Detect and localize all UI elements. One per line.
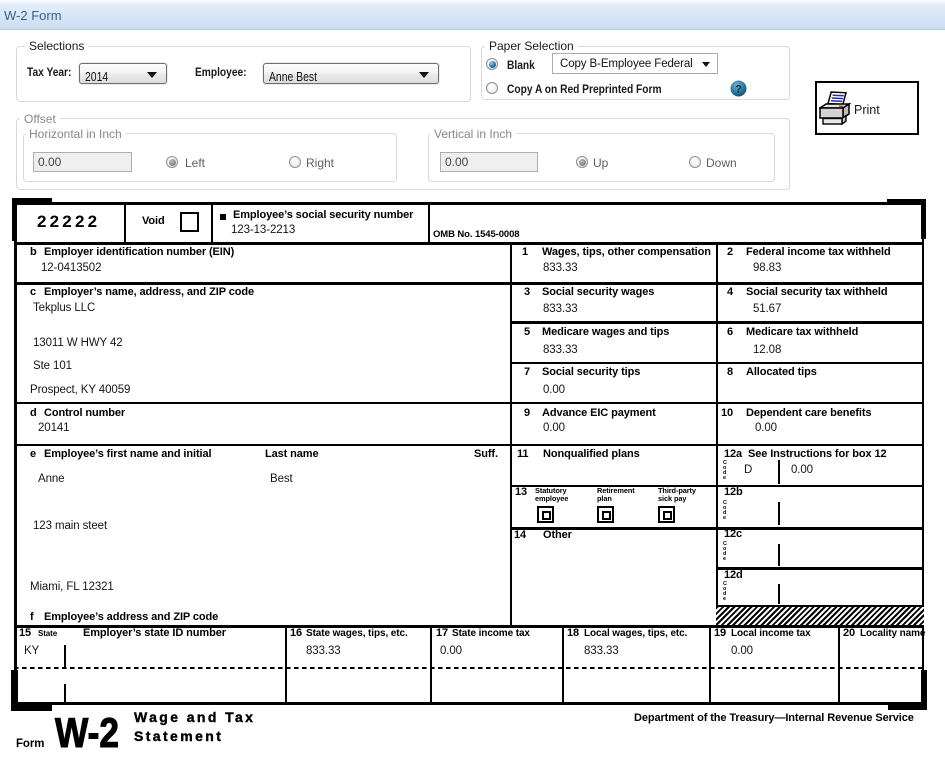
svg-text:?: ? bbox=[735, 84, 742, 96]
